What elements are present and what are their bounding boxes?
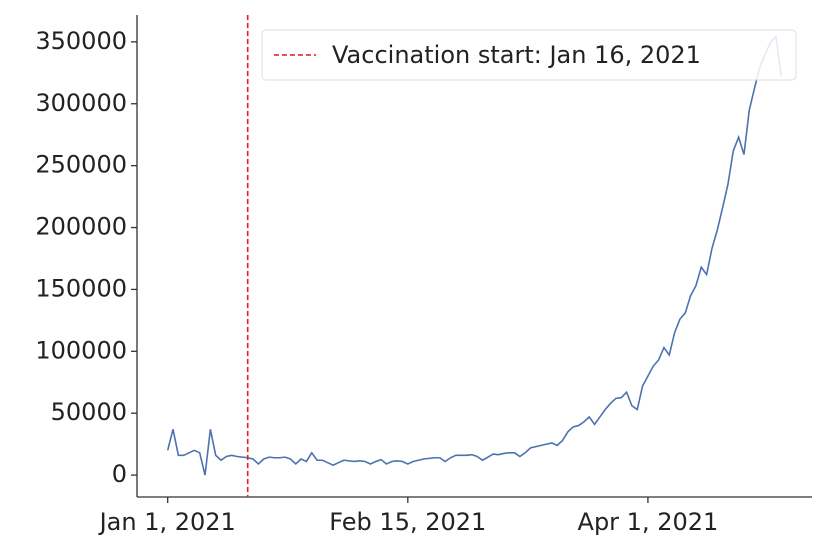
y-tick-label: 250000 (35, 151, 127, 179)
x-tick-label: Feb 15, 2021 (329, 508, 486, 536)
y-tick-label: 50000 (51, 398, 127, 426)
x-tick-label: Jan 1, 2021 (98, 508, 236, 536)
y-tick-label: 0 (112, 460, 127, 488)
legend-label: Vaccination start: Jan 16, 2021 (332, 41, 701, 69)
legend-box (261, 29, 797, 81)
x-tick-label: Apr 1, 2021 (578, 508, 719, 536)
y-tick-label: 100000 (35, 336, 127, 364)
y-tick-label: 200000 (35, 213, 127, 241)
y-tick-label: 350000 (35, 27, 127, 55)
y-tick-label: 300000 (35, 89, 127, 117)
data-line (166, 35, 783, 476)
y-tick-label: 150000 (35, 274, 127, 302)
